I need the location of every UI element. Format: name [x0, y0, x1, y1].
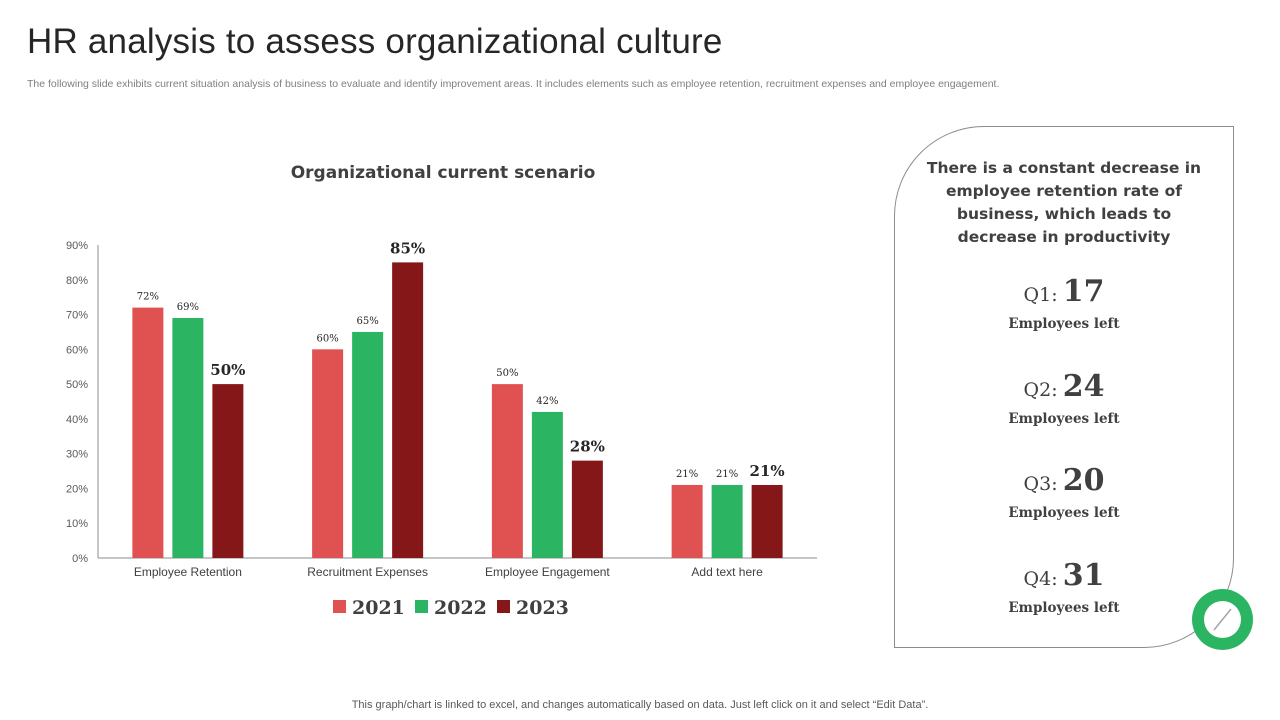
bar-2023[interactable]: [392, 262, 424, 558]
quarter-stat-q2: Q2: 24 Employees left: [964, 369, 1164, 429]
data-label: 50%: [210, 361, 245, 379]
bar-2022[interactable]: [711, 484, 743, 558]
footer-note: This graph/chart is linked to excel, and…: [351, 699, 929, 711]
legend-label: 2023: [516, 597, 569, 619]
quarter-stat-q3: Q3: 20 Employees left: [964, 463, 1164, 523]
data-label: 85%: [390, 239, 425, 257]
legend-swatch-2022: [415, 600, 428, 613]
quarter-caption: Employees left: [1008, 600, 1120, 616]
x-tick-label: Recruitment Expenses: [307, 565, 428, 579]
quarter-stat-q1: Q1: 17 Employees left: [964, 274, 1164, 334]
legend-swatch-2023: [497, 600, 510, 613]
data-label: 60%: [317, 333, 339, 344]
quarter-label: Q4:: [1023, 568, 1058, 590]
data-label: 21%: [676, 469, 698, 480]
chart-title: Organizational current scenario: [290, 163, 596, 183]
data-label: 69%: [177, 302, 199, 313]
quarter-stat-q4: Q4: 31 Employees left: [964, 558, 1164, 618]
bar-2022[interactable]: [531, 411, 563, 558]
quarter-label: Q2:: [1023, 379, 1058, 401]
bar-2021[interactable]: [491, 384, 523, 558]
quarter-label: Q3:: [1023, 473, 1058, 495]
legend-label: 2022: [434, 597, 487, 619]
insight-panel: [894, 126, 1234, 648]
data-label: 50%: [496, 368, 518, 379]
data-label: 72%: [137, 292, 159, 303]
y-tick-label: 80%: [66, 275, 88, 287]
y-tick-label: 30%: [66, 449, 88, 461]
bar-2022[interactable]: [352, 331, 384, 558]
quarter-label: Q1:: [1023, 284, 1058, 306]
bar-2021[interactable]: [671, 484, 703, 558]
y-tick-label: 10%: [66, 518, 88, 530]
data-label: 65%: [357, 316, 379, 327]
decorative-ring-icon: [1192, 589, 1253, 650]
data-label: 28%: [570, 438, 605, 456]
quarter-caption: Employees left: [1008, 411, 1120, 427]
y-tick-label: 60%: [66, 344, 88, 356]
y-tick-label: 40%: [66, 414, 88, 426]
slash-icon: [1213, 608, 1232, 631]
y-tick-label: 20%: [66, 483, 88, 495]
quarter-value: 24: [1062, 369, 1105, 404]
x-tick-label: Employee Engagement: [485, 565, 610, 579]
bar-2021[interactable]: [312, 349, 344, 558]
data-label: 21%: [716, 469, 738, 480]
bar-2022[interactable]: [172, 318, 204, 558]
quarter-value: 31: [1062, 558, 1105, 593]
slide-title: HR analysis to assess organizational cul…: [27, 22, 723, 61]
data-label: 21%: [750, 462, 785, 480]
legend-label: 2021: [352, 597, 405, 619]
y-tick-label: 0%: [72, 553, 88, 565]
insight-heading: There is a constant decrease in employee…: [926, 159, 1202, 246]
legend-swatch-2021: [333, 600, 346, 613]
y-tick-label: 50%: [66, 379, 88, 391]
y-tick-label: 70%: [66, 310, 88, 322]
x-tick-label: Add text here: [691, 565, 763, 579]
bar-2023[interactable]: [751, 484, 783, 558]
x-tick-label: Employee Retention: [134, 565, 242, 579]
quarter-caption: Employees left: [1008, 316, 1120, 332]
slide-subtitle: The following slide exhibits current sit…: [27, 78, 1000, 90]
data-label: 42%: [536, 396, 558, 407]
quarter-value: 20: [1062, 463, 1105, 498]
y-tick-label: 90%: [66, 240, 88, 252]
bar-2023[interactable]: [212, 384, 244, 558]
bar-2023[interactable]: [571, 460, 603, 558]
quarter-caption: Employees left: [1008, 505, 1120, 521]
bar-2021[interactable]: [132, 307, 164, 558]
quarter-value: 17: [1062, 274, 1105, 309]
